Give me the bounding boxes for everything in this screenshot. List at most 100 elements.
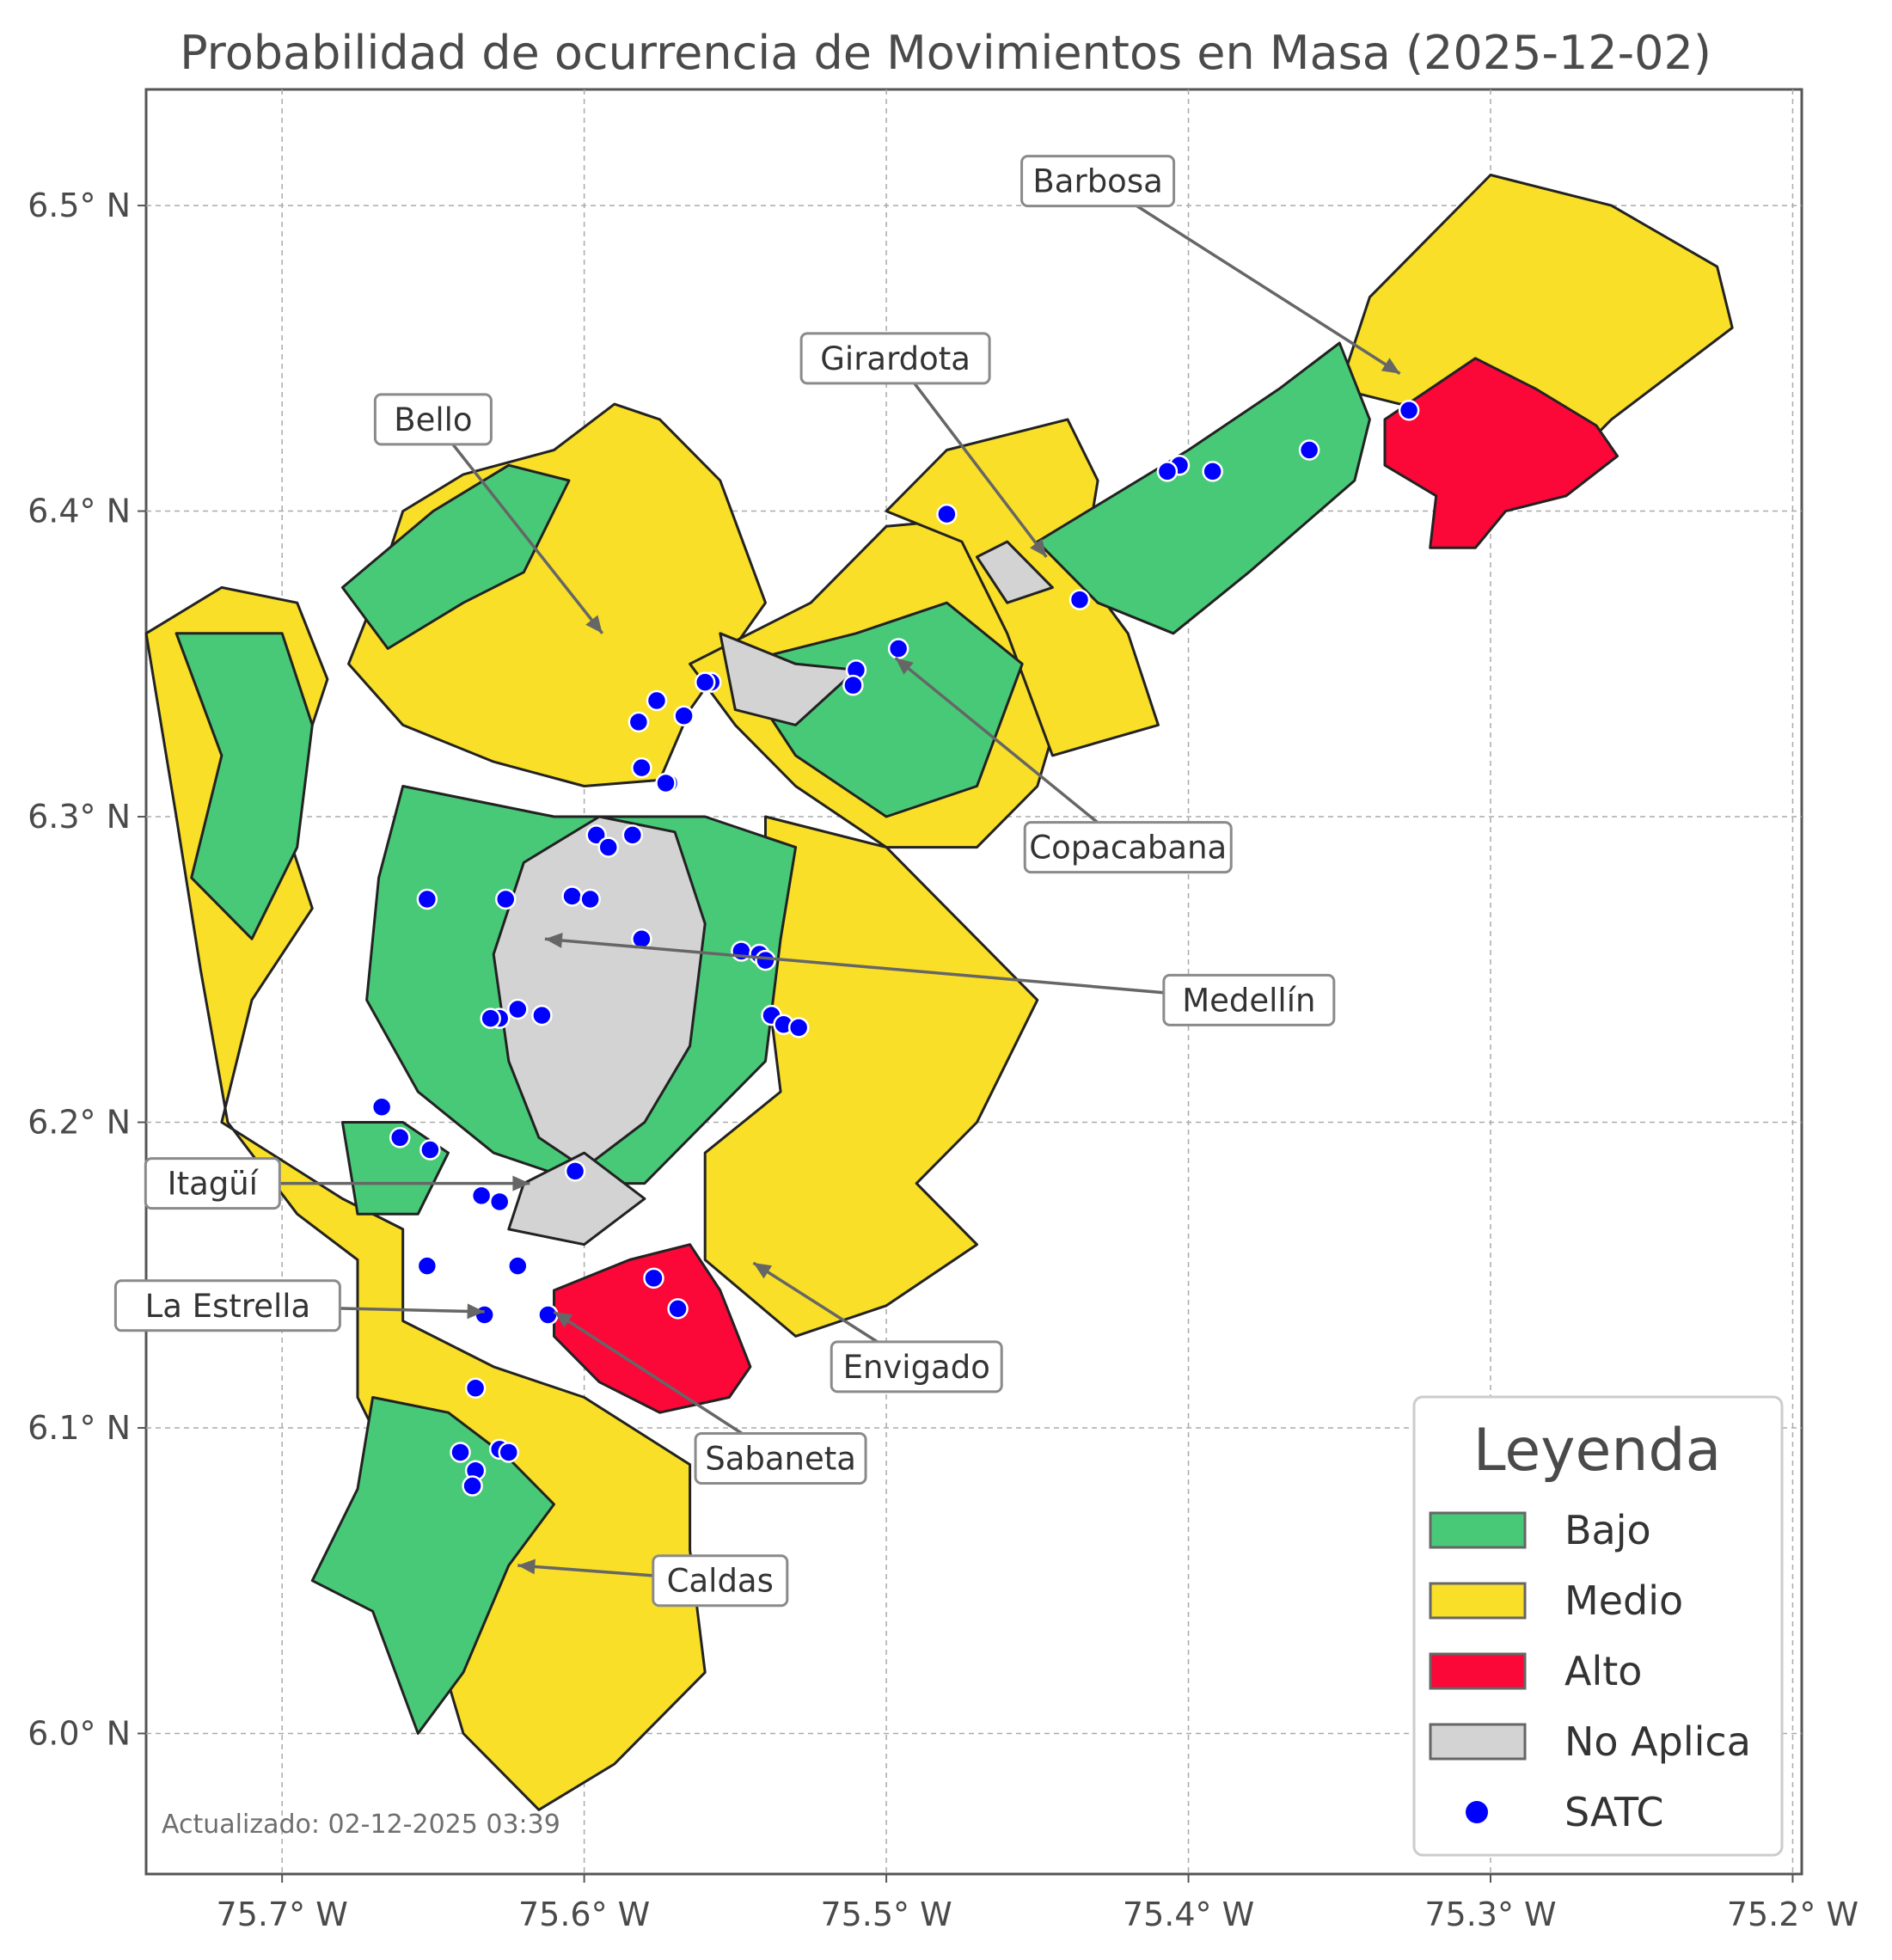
legend-label: No Aplica [1564,1718,1751,1765]
callout-box [799,332,991,385]
legend-label: SATC [1564,1789,1663,1835]
callout-arrow [894,357,1048,558]
satc-point [416,1255,438,1277]
satc-point [1202,461,1223,482]
callout-label: Sabaneta [705,1441,856,1478]
legend-swatch-no-aplica [1429,1723,1527,1761]
callout-caldas: Caldas [517,1554,789,1608]
satc-point [628,711,650,733]
update-timestamp: Actualizado: 02-12-2025 03:39 [162,1810,560,1840]
y-tick-label: 6.0° N [28,1714,131,1752]
callout-girardota: Girardota [799,332,1048,558]
callout-arrow [544,937,1249,1002]
callout-arrowhead [753,1263,773,1279]
satc-point [531,1004,553,1026]
satc-point [631,756,652,779]
satc-point [621,824,644,846]
satc-point [1398,400,1420,421]
region-medio [703,815,1039,1338]
callout-box [373,393,493,446]
callout-box [1023,821,1233,874]
satc-point [667,1298,689,1320]
y-tick-label: 6.1° N [28,1409,131,1447]
satc-point [470,1185,493,1207]
callout-label: Caldas [667,1563,774,1600]
satc-point [474,1304,495,1326]
callout-barbosa: Barbosa [1020,155,1401,376]
y-tick-label: 6.3° N [28,798,131,836]
callout-arrowhead [1030,538,1047,557]
satc-point [564,1161,586,1182]
callout-arrow [432,418,604,634]
region-bajo [340,463,571,650]
x-tick-label: 75.2° W [1727,1896,1858,1933]
x-tick-label: 75.3° W [1424,1896,1556,1933]
callout-box [1162,973,1336,1026]
satc-point [488,1191,511,1213]
satc-point [643,1267,664,1289]
y-tick-label: 6.2° N [28,1104,131,1142]
region-bajo [175,632,314,940]
x-axis-ticks: 75.7° W 75.6° W 75.5° W 75.4° W 75.3° W 75.2°… [217,1874,1858,1933]
satc-point [597,836,619,858]
region-no-aplica [507,1151,646,1246]
region-no-aplica [976,540,1054,604]
legend-label: Medio [1564,1577,1683,1624]
legend-label: Bajo [1564,1507,1651,1553]
legend-swatch-alto [1429,1652,1527,1690]
callout-copacabana: Copacabana [894,656,1233,874]
x-tick-label: 75.6° W [518,1896,650,1933]
map-title: Probabilidad de ocurrencia de Movimiento… [180,26,1711,80]
callout-label: Envigado [843,1349,990,1386]
satc-point [537,1304,559,1326]
callout-label: Medellín [1182,982,1315,1019]
legend: Leyenda Bajo Medio Alto No Aplica SATC [1412,1395,1784,1857]
satc-point [579,888,601,910]
callout-arrowhead [544,933,563,948]
satc-point [507,1255,529,1277]
callout-box [1020,155,1176,208]
callout-medellín: Medellín [544,933,1336,1026]
callout-label: Bello [394,401,472,438]
callout-arrow [1097,180,1401,376]
callout-bello: Bello [373,393,604,634]
x-tick-label: 75.7° W [217,1896,348,1933]
region-no-aplica [719,632,858,726]
satc-point [480,1008,501,1029]
satc-point [498,1442,520,1463]
legend-swatch-satc [1466,1801,1488,1823]
region-bajo [733,601,1024,818]
satc-point [842,674,864,696]
satc-point [887,638,909,659]
satc-point [755,949,776,971]
callout-arrowhead [467,1303,485,1320]
y-axis-ticks: 6.5° N 6.4° N 6.3° N 6.2° N 6.1° N 6.0° N [28,187,146,1752]
callout-arrowhead [585,615,603,634]
y-tick-label: 6.5° N [28,187,131,224]
callout-box [144,1157,281,1210]
callout-box [694,1432,867,1485]
callout-label: Girardota [820,340,970,377]
satc-point [655,772,677,794]
satc-point [450,1442,471,1463]
satc-point [464,1377,487,1400]
satc-point [416,888,438,910]
callout-arrowhead [895,658,914,675]
callout-label: Copacabana [1029,830,1227,867]
satc-point [494,888,517,910]
callout-box [830,1340,1003,1393]
callout-sabaneta: Sabaneta [553,1310,867,1485]
legend-title: Leyenda [1473,1417,1722,1485]
callout-box [652,1554,789,1608]
satc-point [1156,461,1179,482]
satc-point [787,1017,810,1038]
satc-point [1068,589,1091,610]
callout-arrow [894,656,1130,848]
x-tick-label: 75.5° W [820,1896,952,1933]
callout-box [113,1279,341,1332]
legend-swatch-medio [1429,1582,1527,1620]
satc-point [646,689,668,712]
x-tick-label: 75.4° W [1123,1896,1254,1933]
callout-label: Itagüí [168,1166,260,1203]
